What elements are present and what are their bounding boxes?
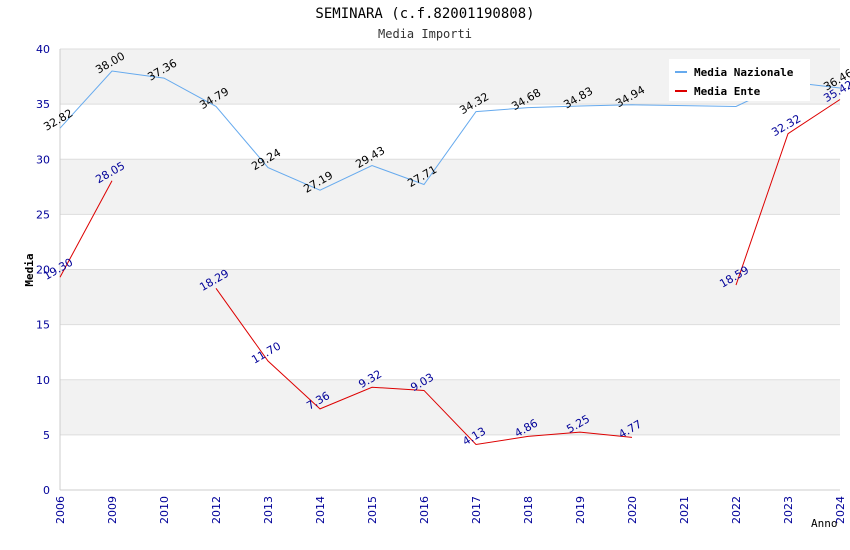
y-tick-label: 10 — [36, 374, 50, 387]
x-tick-label: 2006 — [54, 496, 67, 524]
y-axis-title: Media — [23, 253, 36, 286]
y-tick-label: 15 — [36, 319, 50, 332]
x-axis-title: Anno — [811, 517, 838, 530]
x-tick-label: 2014 — [314, 496, 327, 524]
grid-band — [60, 379, 840, 435]
x-tick-label: 2023 — [782, 496, 795, 524]
grid-band — [60, 434, 840, 490]
y-tick-label: 30 — [36, 153, 50, 166]
x-tick-label: 2010 — [158, 496, 171, 524]
x-tick-label: 2021 — [678, 496, 691, 524]
chart-subtitle: Media Importi — [378, 27, 472, 41]
x-tick-label: 2017 — [470, 496, 483, 524]
y-tick-label: 5 — [43, 429, 50, 442]
grid-band — [60, 324, 840, 380]
x-tick-label: 2018 — [522, 496, 535, 524]
series-line-ente — [735, 99, 841, 286]
grid-band — [60, 159, 840, 215]
grid-band — [60, 214, 840, 270]
y-tick-label: 40 — [36, 43, 50, 56]
series-line-nazionale — [59, 70, 841, 191]
x-tick-label: 2020 — [626, 496, 639, 524]
x-tick-label: 2013 — [262, 496, 275, 524]
x-tick-label: 2024 — [834, 496, 847, 524]
x-tick-label: 2009 — [106, 496, 119, 524]
x-tick-label: 2015 — [366, 496, 379, 524]
x-tick-label: 2019 — [574, 496, 587, 524]
y-tick-label: 25 — [36, 208, 50, 221]
y-tick-label: 20 — [36, 264, 50, 277]
series-line-ente — [59, 180, 113, 278]
grid-band — [60, 269, 840, 325]
legend-box — [669, 59, 810, 101]
legend-label-nazionale: Media Nazionale — [694, 66, 794, 79]
y-tick-label: 0 — [43, 484, 50, 497]
x-tick-label: 2022 — [730, 496, 743, 524]
grid-band — [60, 104, 840, 160]
x-tick-label: 2016 — [418, 496, 431, 524]
legend-label-ente: Media Ente — [694, 85, 761, 98]
y-tick-label: 35 — [36, 98, 50, 111]
x-tick-label: 2012 — [210, 496, 223, 524]
chart-title: SEMINARA (c.f.82001190808) — [315, 6, 535, 22]
series-line-ente — [215, 288, 633, 446]
